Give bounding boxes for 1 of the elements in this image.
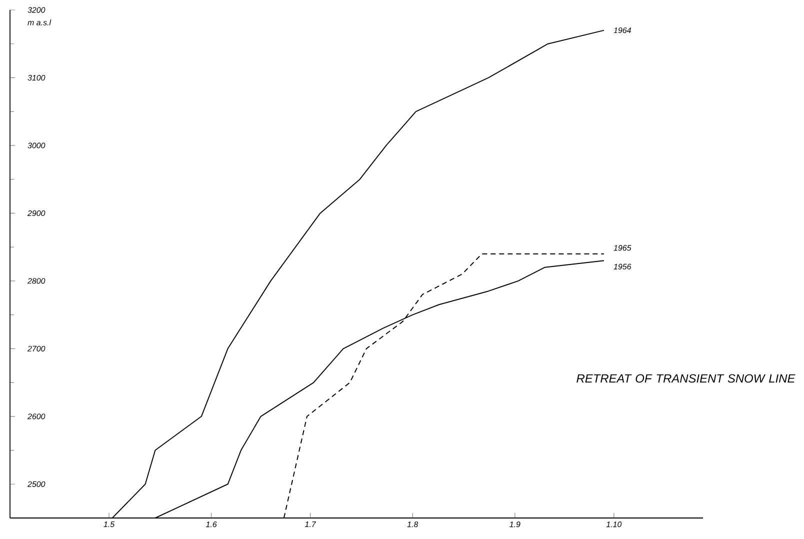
annotation: RETREAT OF TRANSIENT SNOW LINE	[576, 374, 796, 383]
